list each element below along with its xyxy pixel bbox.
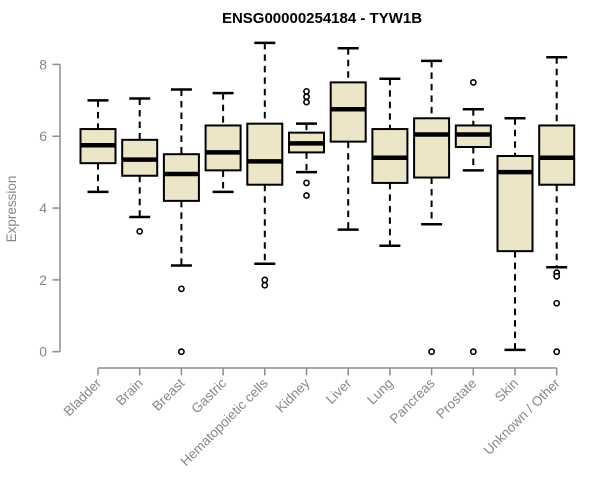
outlier-point [261, 276, 269, 284]
outlier-point [553, 299, 561, 307]
chart-title: ENSG00000254184 - TYW1B [222, 10, 422, 27]
outlier-point [553, 348, 561, 356]
boxplot-prostate [454, 78, 492, 356]
outlier-point [303, 98, 310, 106]
boxplot-lung [371, 77, 409, 248]
x-tick-label-lung: Lung [364, 376, 396, 408]
outlier-point [177, 348, 185, 356]
y-tick-label: 0 [39, 344, 47, 360]
outlier-point [303, 87, 310, 95]
boxplot-brain [121, 97, 159, 235]
outlier-point [136, 228, 144, 235]
outlier-point [303, 93, 310, 101]
y-tick-label: 2 [39, 272, 47, 288]
x-tick-label-breast: Breast [149, 375, 187, 413]
boxplot-hematopoietic-cells [246, 41, 284, 289]
outlier-point [553, 272, 561, 280]
boxplot-breast [162, 88, 200, 356]
y-axis-title: Expression [4, 176, 19, 243]
x-tick-label-kidney: Kidney [273, 375, 313, 415]
boxplot-skin [496, 117, 534, 352]
x-tick-label-prostate: Prostate [433, 376, 479, 422]
y-tick-label: 4 [39, 200, 47, 216]
boxplot-gastric [204, 91, 242, 194]
boxplot-pancreas [413, 59, 451, 356]
x-tick-label-liver: Liver [323, 375, 355, 407]
boxplot-kidney [288, 87, 325, 199]
outlier-point [469, 78, 477, 86]
x-tick-label-skin: Skin [492, 376, 521, 405]
outlier-point [469, 348, 477, 356]
boxplot-unknown-other [538, 55, 576, 356]
outlier-point [303, 179, 310, 187]
x-tick-label-unknown-other: Unknown / Other [481, 375, 564, 458]
outlier-point [261, 281, 269, 289]
boxplot-liver [329, 47, 367, 231]
outlier-point [428, 348, 435, 356]
outlier-point [303, 192, 310, 199]
y-tick-label: 8 [39, 56, 47, 72]
x-tick-label-bladder: Bladder [61, 375, 105, 419]
outlier-point [177, 285, 185, 293]
x-tick-label-brain: Brain [113, 376, 146, 409]
x-tick-label-gastric: Gastric [188, 375, 229, 416]
y-tick-label: 6 [39, 128, 47, 144]
x-tick-label-pancreas: Pancreas [387, 375, 438, 426]
boxplot-bladder [79, 99, 117, 194]
